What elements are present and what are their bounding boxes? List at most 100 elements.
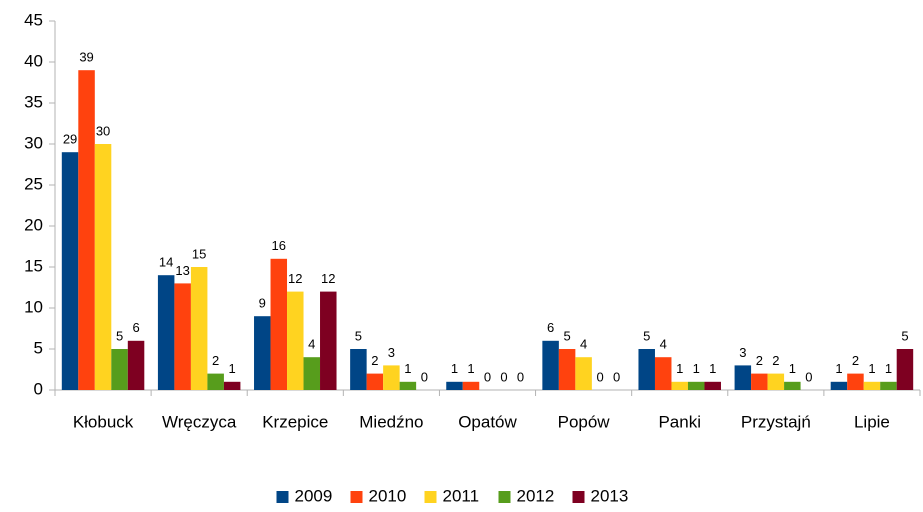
- x-tick-label: Opatów: [458, 412, 517, 431]
- bar: [784, 381, 801, 390]
- bar: [575, 357, 592, 390]
- bar: [157, 275, 175, 390]
- y-tick-label: 35: [24, 92, 43, 111]
- bar: [830, 381, 848, 390]
- value-label: 4: [308, 337, 315, 352]
- bar: [190, 267, 208, 390]
- legend-swatch: [350, 491, 363, 503]
- value-label: 14: [159, 255, 173, 270]
- bar: [111, 349, 128, 390]
- value-label: 12: [288, 271, 302, 286]
- legend-label: 2013: [591, 486, 629, 505]
- value-label: 30: [96, 123, 110, 138]
- legend-label: 2011: [443, 486, 480, 505]
- value-label: 3: [388, 345, 395, 360]
- bar: [127, 340, 145, 390]
- y-tick-label: 20: [24, 215, 43, 234]
- value-label: 5: [901, 328, 908, 343]
- bar: [94, 144, 112, 390]
- value-label: 0: [517, 369, 524, 384]
- legend-swatch: [276, 491, 289, 503]
- bar: [78, 70, 95, 390]
- bar: [446, 381, 463, 390]
- bar: [896, 349, 914, 390]
- bar: [542, 340, 559, 390]
- value-label: 2: [772, 353, 779, 368]
- bar: [880, 381, 897, 390]
- bar: [287, 291, 304, 390]
- bar: [320, 291, 337, 390]
- value-label: 0: [805, 369, 812, 384]
- value-label: 1: [676, 361, 683, 376]
- value-label: 2: [371, 353, 378, 368]
- bar: [61, 152, 79, 390]
- value-label: 2: [212, 353, 219, 368]
- x-tick-label: Przystajń: [741, 412, 811, 431]
- value-label: 1: [451, 361, 458, 376]
- value-label: 2: [756, 353, 763, 368]
- value-label: 5: [563, 328, 570, 343]
- bar: [462, 381, 480, 390]
- x-tick-label: Popów: [558, 412, 611, 431]
- value-label: 1: [868, 361, 875, 376]
- bar: [174, 283, 191, 390]
- value-label: 16: [272, 238, 286, 253]
- bar: [366, 373, 384, 390]
- value-label: 12: [321, 271, 335, 286]
- value-label: 1: [709, 361, 716, 376]
- y-tick-label: 45: [24, 10, 43, 29]
- bar: [734, 365, 752, 390]
- bar: [863, 381, 881, 390]
- value-label: 1: [229, 361, 236, 376]
- value-label: 39: [79, 50, 93, 65]
- value-label: 29: [63, 132, 77, 147]
- value-label: 1: [693, 361, 700, 376]
- value-label: 9: [259, 296, 266, 311]
- x-tick-label: Panki: [658, 412, 701, 431]
- value-label: 1: [404, 361, 411, 376]
- bar: [223, 381, 241, 390]
- y-tick-label: 25: [24, 174, 43, 193]
- bar: [254, 316, 271, 390]
- x-tick-label: Kłobuck: [73, 412, 134, 431]
- legend-label: 2010: [369, 486, 407, 505]
- legend-swatch: [424, 491, 437, 503]
- bar: [654, 357, 672, 390]
- value-label: 3: [739, 345, 746, 360]
- y-tick-label: 10: [24, 297, 43, 316]
- legend-swatch: [498, 491, 511, 503]
- value-label: 15: [192, 246, 206, 261]
- x-tick-label: Krzepice: [262, 412, 328, 431]
- value-label: 6: [132, 320, 139, 335]
- bar: [383, 365, 400, 390]
- bar: [751, 373, 768, 390]
- y-tick-label: 5: [34, 338, 43, 357]
- x-tick-label: Wręczyca: [162, 412, 237, 431]
- bar: [207, 373, 224, 390]
- value-label: 5: [116, 328, 123, 343]
- legend-label: 2009: [295, 486, 333, 505]
- value-label: 5: [643, 328, 650, 343]
- value-label: 0: [596, 369, 603, 384]
- value-label: 13: [175, 263, 189, 278]
- value-label: 0: [613, 369, 620, 384]
- y-tick-label: 30: [24, 133, 43, 152]
- bar: [704, 381, 721, 390]
- bar: [687, 381, 705, 390]
- bar: [303, 357, 321, 390]
- value-label: 1: [835, 361, 842, 376]
- value-label: 4: [660, 337, 667, 352]
- bar: [767, 373, 785, 390]
- legend-swatch: [572, 491, 585, 503]
- value-label: 1: [789, 361, 796, 376]
- bar: [638, 349, 655, 390]
- value-label: 4: [580, 337, 587, 352]
- legend-label: 2012: [517, 486, 555, 505]
- value-label: 0: [484, 369, 491, 384]
- value-label: 0: [500, 369, 507, 384]
- value-label: 6: [547, 320, 554, 335]
- value-label: 0: [421, 369, 428, 384]
- bar: [399, 381, 417, 390]
- value-label: 1: [885, 361, 892, 376]
